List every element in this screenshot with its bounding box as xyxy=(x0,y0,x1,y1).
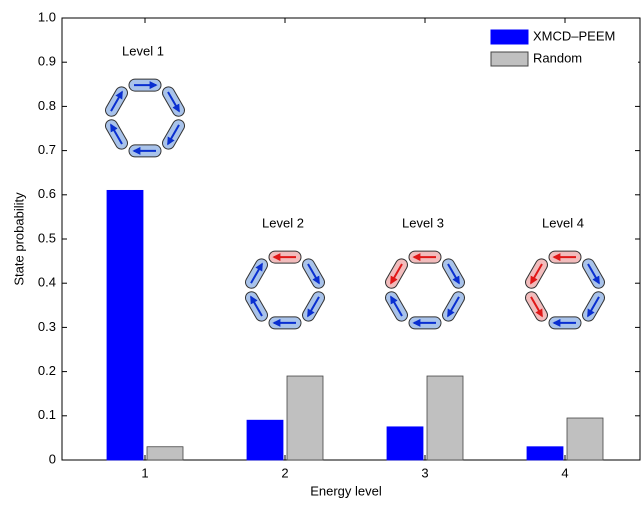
spin-island xyxy=(580,257,606,291)
spin-island xyxy=(549,317,581,329)
x-tick-label: 1 xyxy=(141,465,148,480)
y-tick-label: 0.9 xyxy=(38,54,56,69)
spin-island xyxy=(549,251,581,263)
bar xyxy=(427,376,463,460)
spin-island xyxy=(129,145,161,157)
y-tick-label: 0.8 xyxy=(38,98,56,113)
spin-island xyxy=(523,290,549,324)
spin-island xyxy=(160,118,186,152)
x-tick-label: 3 xyxy=(421,465,428,480)
y-tick-label: 0.1 xyxy=(38,407,56,422)
y-axis-label: State probability xyxy=(11,192,26,286)
bar xyxy=(107,190,143,460)
y-tick-label: 1.0 xyxy=(38,9,56,24)
annotation: Level 2 xyxy=(262,215,304,230)
bar xyxy=(287,376,323,460)
legend-label: XMCD–PEEM xyxy=(533,28,615,43)
legend: XMCD–PEEM Random xyxy=(486,24,638,70)
bar xyxy=(147,447,183,460)
legend-swatch xyxy=(491,52,528,66)
y-tick-label: 0.7 xyxy=(38,142,56,157)
x-tick-label: 4 xyxy=(561,465,568,480)
spin-island xyxy=(383,257,409,291)
annotation: Level 3 xyxy=(402,215,444,230)
spin-island xyxy=(580,290,606,324)
y-tick-label: 0.2 xyxy=(38,363,56,378)
legend-label: Random xyxy=(533,50,582,65)
x-axis-label: Energy level xyxy=(310,483,382,498)
chart: Energy level State probability 0 0.1 0.2 0.… xyxy=(0,0,644,500)
spin-island xyxy=(103,118,129,152)
annotation: Level 1 xyxy=(122,43,164,58)
y-tick-label: 0.3 xyxy=(38,319,56,334)
spin-island xyxy=(523,257,549,291)
y-tick-label: 0 xyxy=(49,451,56,466)
y-tick-label: 0.5 xyxy=(38,230,56,245)
spin-island xyxy=(300,290,326,324)
bar xyxy=(247,420,283,460)
annotation: Level 4 xyxy=(542,215,584,230)
y-tick-label: 0.6 xyxy=(38,186,56,201)
bar xyxy=(387,427,423,460)
spin-island xyxy=(409,251,441,263)
spin-island xyxy=(129,79,161,91)
x-tick-label: 2 xyxy=(281,465,288,480)
spin-island xyxy=(160,85,186,119)
spin-island xyxy=(269,251,301,263)
spin-island xyxy=(440,290,466,324)
legend-swatch xyxy=(491,30,528,44)
bar xyxy=(567,418,603,460)
spin-island xyxy=(440,257,466,291)
spin-island xyxy=(269,317,301,329)
spin-island xyxy=(103,85,129,119)
spin-island xyxy=(300,257,326,291)
spin-island xyxy=(243,290,269,324)
spin-island xyxy=(243,257,269,291)
spin-island xyxy=(409,317,441,329)
bar xyxy=(527,447,563,460)
spin-island xyxy=(383,290,409,324)
y-tick-label: 0.4 xyxy=(38,275,56,290)
